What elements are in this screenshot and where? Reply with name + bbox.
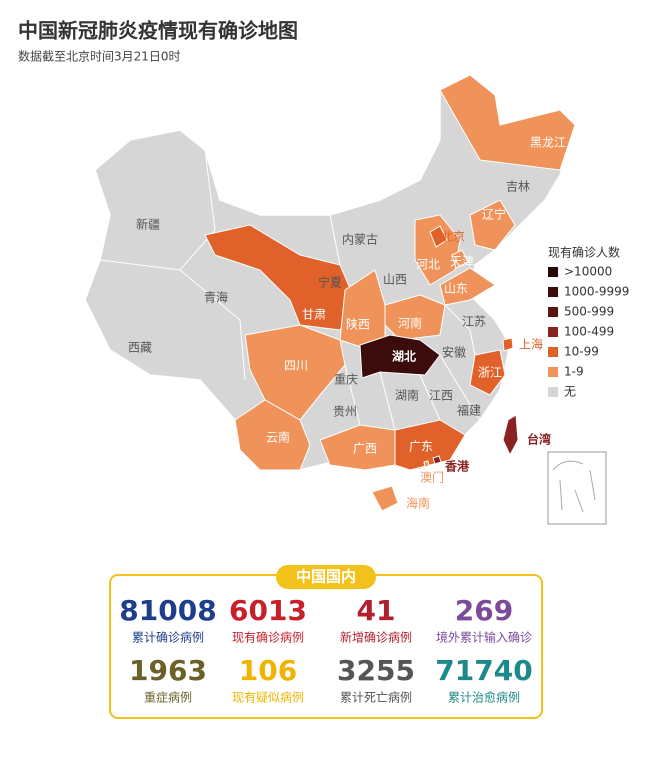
region-label: 北京 xyxy=(441,230,465,244)
region-label: 四川 xyxy=(284,359,308,373)
legend-swatch xyxy=(548,287,558,297)
stat-label: 现有确诊病例 xyxy=(232,630,304,645)
stat-value: 269 xyxy=(455,594,513,627)
region-label: 山西 xyxy=(383,273,407,287)
region-label: 天津 xyxy=(450,255,474,269)
region-shape xyxy=(502,337,514,352)
region-shape xyxy=(469,349,506,396)
region-shape xyxy=(469,199,516,251)
subtitle: 数据截至北京时间3月21日0时 xyxy=(18,49,181,64)
region-label: 香港 xyxy=(444,459,470,474)
region-label: 贵州 xyxy=(333,405,357,419)
region-shape xyxy=(439,267,496,306)
region-label: 台湾 xyxy=(527,432,551,447)
regions xyxy=(204,74,576,512)
legend-label: >10000 xyxy=(564,265,612,279)
region-shape xyxy=(414,214,461,286)
region-label: 湖南 xyxy=(395,388,419,403)
region-label: 吉林 xyxy=(506,180,530,194)
region-shape xyxy=(359,334,441,379)
region-shape xyxy=(432,455,442,465)
region-label: 江苏 xyxy=(462,315,486,329)
region-label: 内蒙古 xyxy=(342,232,378,247)
stat-label: 现有疑似病例 xyxy=(232,690,304,705)
stat-value: 1963 xyxy=(129,654,207,687)
region-label: 上海 xyxy=(519,337,543,352)
legend-swatch xyxy=(548,367,558,377)
region-label: 陕西 xyxy=(346,317,370,332)
inset-islands xyxy=(552,460,596,513)
region-label: 福建 xyxy=(457,403,481,418)
stat-label: 累计治愈病例 xyxy=(448,690,520,705)
stat-label: 累计确诊病例 xyxy=(132,630,204,645)
stat-label: 新增确诊病例 xyxy=(340,630,412,645)
stats-title-pill xyxy=(276,565,376,589)
region-shape xyxy=(371,485,399,512)
region-label: 甘肃 xyxy=(302,308,326,322)
stat-value: 106 xyxy=(239,654,297,687)
region-shape xyxy=(502,414,519,457)
legend-title: 现有确诊人数 xyxy=(548,245,620,260)
region-label: 河南 xyxy=(398,316,422,331)
stat-value: 6013 xyxy=(229,594,307,627)
legend-label: 1000-9999 xyxy=(564,285,629,299)
region-label: 广东 xyxy=(409,440,433,454)
region-shape xyxy=(394,419,466,471)
region-shape xyxy=(204,224,356,331)
stat-value: 81008 xyxy=(119,594,216,627)
stat-value: 71740 xyxy=(435,654,532,687)
legend-label: 100-499 xyxy=(564,325,614,339)
stat-label: 重症病例 xyxy=(144,690,192,705)
region-label: 辽宁 xyxy=(482,207,506,222)
region-label: 浙江 xyxy=(478,366,502,380)
region-shape xyxy=(384,294,446,341)
region-label: 海南 xyxy=(406,496,430,511)
legend-label: 500-999 xyxy=(564,305,614,319)
region-shape xyxy=(451,249,469,269)
region-label: 湖北 xyxy=(392,349,416,364)
legend-label: 10-99 xyxy=(564,345,599,359)
region-label: 安徽 xyxy=(442,345,466,360)
stat-value: 3255 xyxy=(337,654,415,687)
stat-value: 41 xyxy=(357,594,396,627)
region-label: 山东 xyxy=(444,282,468,296)
region-label: 江西 xyxy=(429,389,453,403)
legend-swatch xyxy=(548,267,558,277)
stat-label: 累计死亡病例 xyxy=(340,690,412,705)
region-label: 澳门 xyxy=(420,470,444,485)
region-label: 云南 xyxy=(266,430,290,445)
region-shape xyxy=(439,74,576,171)
region-label: 黑龙江 xyxy=(530,136,566,150)
stat-label: 境外累计输入确诊 xyxy=(436,630,532,645)
legend: >10000 1000-9999 500-999 100-499 10-99 1-9 无 xyxy=(548,265,629,399)
stats: 81008 累计确诊病例 6013 现有确诊病例 41 新增确诊病例 269 境外累计输入确诊… xyxy=(119,594,532,705)
region-label: 西藏 xyxy=(128,341,152,355)
legend-label: 1-9 xyxy=(564,365,584,379)
region-shape xyxy=(234,399,311,471)
region-shape xyxy=(423,460,430,468)
region-label: 河北 xyxy=(416,258,440,272)
region-label: 青海 xyxy=(204,290,228,305)
region-label: 重庆 xyxy=(334,373,358,387)
legend-label: 无 xyxy=(564,385,576,399)
legend-swatch xyxy=(548,387,558,397)
legend-swatch xyxy=(548,307,558,317)
region-label: 新疆 xyxy=(136,217,160,232)
legend-swatch xyxy=(548,327,558,337)
legend-swatch xyxy=(548,347,558,357)
region-label: 广西 xyxy=(353,442,377,456)
region-label: 宁夏 xyxy=(318,275,342,290)
south-sea-inset xyxy=(547,451,607,525)
region-shape xyxy=(244,324,346,421)
stats-title: 中国国内 xyxy=(296,568,356,586)
title: 中国新冠肺炎疫情现有确诊地图 xyxy=(18,19,298,43)
region-shape xyxy=(429,225,448,248)
